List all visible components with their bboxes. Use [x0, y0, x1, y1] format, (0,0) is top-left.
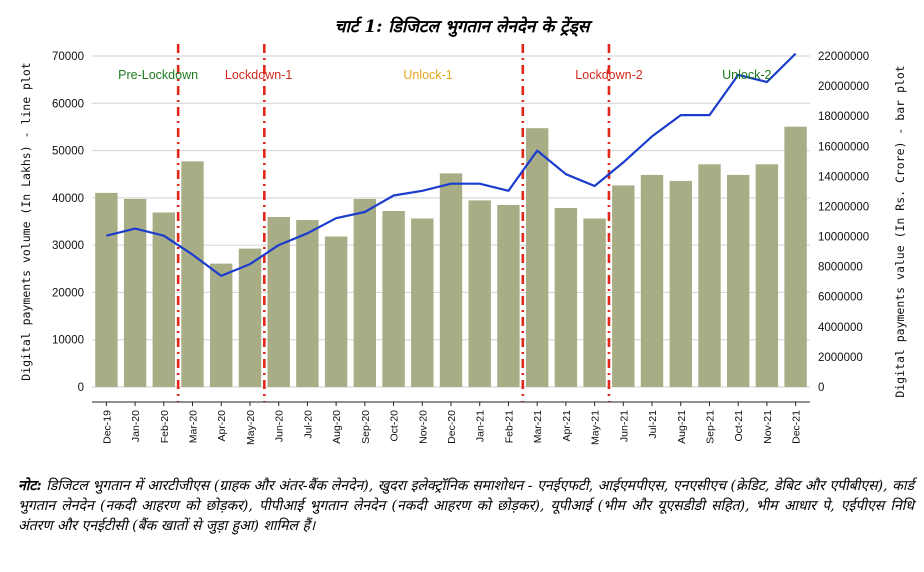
x-tick-label: Feb-21: [503, 410, 515, 443]
x-tick-label: Apr-21: [561, 410, 573, 442]
x-tick-label: Mar-20: [188, 410, 200, 443]
x-tick-label: Dec-19: [101, 410, 113, 444]
y-tick-label-left: 10000: [52, 335, 84, 347]
x-tick-label: Oct-21: [733, 410, 745, 442]
x-tick-label: Jun-21: [618, 410, 630, 442]
y-tick-label-right: 2000000: [818, 352, 863, 364]
axes: Dec-19 Jan-20 Feb-20 Mar-20 Apr-20 May-20 Jun-…: [19, 51, 907, 445]
note-text: डिजिटल भुगतान में आरटीजीएस (ग्राहक और अं…: [18, 478, 914, 534]
x-tick-label: Jul-20: [302, 410, 314, 439]
phase-boundaries: [176, 44, 611, 402]
y-tick-label-right: 8000000: [818, 262, 863, 274]
x-tick-label: Nov-20: [417, 410, 429, 444]
y-tick-label-left: 40000: [52, 193, 84, 205]
y-tick-label-right: 0: [818, 382, 824, 394]
x-tick-label: Mar-21: [532, 410, 544, 443]
bar: [727, 174, 750, 387]
phase-label: Lockdown-1: [225, 68, 292, 82]
phase-label: Unlock-1: [403, 68, 452, 82]
bar-series: [95, 126, 807, 387]
bar: [612, 185, 635, 387]
bar: [640, 174, 664, 387]
bar: [210, 263, 233, 387]
y-axis-title-right: Digital payments value (In Rs. Crore) - …: [893, 65, 907, 397]
y-tick-label-right: 22000000: [818, 51, 869, 63]
x-tick-label: Feb-20: [159, 410, 171, 443]
y-tick-label-right: 18000000: [818, 111, 869, 123]
y-tick-label-left: 30000: [52, 240, 84, 252]
bar: [382, 211, 405, 387]
y-tick-label-left: 50000: [52, 146, 84, 158]
bar: [669, 180, 692, 387]
bar: [755, 164, 779, 387]
x-tick-label: Dec-21: [791, 410, 803, 444]
phase-label: Pre-Lockdown: [118, 68, 198, 82]
x-tick-label: May-20: [245, 410, 257, 445]
bar: [411, 218, 434, 387]
x-tick-label: Sep-20: [360, 410, 372, 444]
y-axis-title-left: Digital payments volume (In Lakhs) - lin…: [19, 62, 33, 381]
x-tick-label: Jan-21: [475, 410, 487, 442]
y-tick-label-right: 16000000: [818, 141, 869, 153]
x-tick-label: Apr-20: [216, 410, 228, 442]
bar: [123, 198, 147, 387]
chart-title: चार्ट 1: डिजिटल भुगतान लेनदेन के ट्रेंड्…: [334, 17, 590, 37]
y-tick-label-right: 20000000: [818, 81, 869, 93]
phase-label: Unlock-2: [722, 68, 771, 82]
bar: [324, 236, 348, 387]
line-series: [106, 52, 797, 277]
note-label: नोट:: [18, 478, 42, 494]
bar: [583, 218, 606, 387]
y-tick-label-right: 10000000: [818, 232, 869, 244]
y-tick-label-left: 60000: [52, 98, 84, 110]
bar: [526, 128, 549, 387]
y-tick-label-right: 6000000: [818, 292, 863, 304]
bar: [95, 192, 118, 387]
y-tick-label-left: 20000: [52, 287, 84, 299]
x-tick-label: Sep-21: [705, 410, 717, 444]
bar: [784, 126, 807, 387]
x-tick-label: Aug-20: [331, 410, 343, 444]
x-tick-label: Aug-21: [676, 410, 688, 444]
bar: [296, 220, 319, 387]
line-series-path: [106, 52, 797, 277]
x-tick-label: Nov-21: [762, 410, 774, 444]
y-tick-label-left: 70000: [52, 51, 84, 63]
bar: [181, 161, 204, 387]
bar: [267, 217, 290, 387]
phase-labels: Pre-Lockdown Lockdown-1 Unlock-1 Lockdown-2…: [118, 68, 771, 82]
bar: [353, 198, 376, 387]
chart-area: Dec-19 Jan-20 Feb-20 Mar-20 Apr-20 May-20 Jun-…: [19, 44, 907, 445]
x-tick-label: Jul-21: [647, 410, 659, 439]
y-tick-label-left: 0: [78, 382, 84, 394]
bar: [497, 204, 520, 387]
x-tick-label: May-21: [590, 410, 602, 445]
bar: [698, 164, 721, 387]
y-tick-label-right: 14000000: [818, 171, 869, 183]
bar: [468, 200, 491, 387]
bar: [238, 248, 262, 387]
bar: [152, 212, 175, 387]
phase-label: Lockdown-2: [575, 68, 642, 82]
x-tick-label: Jan-20: [130, 410, 142, 442]
x-tick-label: Jun-20: [274, 410, 286, 442]
x-tick-label: Dec-20: [446, 410, 458, 444]
y-tick-label-right: 4000000: [818, 322, 863, 334]
x-tick-label: Oct-20: [389, 410, 401, 442]
footnote: नोट: डिजिटल भुगतान में आरटीजीएस (ग्राहक …: [18, 476, 914, 536]
bar: [554, 208, 578, 387]
y-tick-label-right: 12000000: [818, 202, 869, 214]
bar: [439, 173, 463, 387]
